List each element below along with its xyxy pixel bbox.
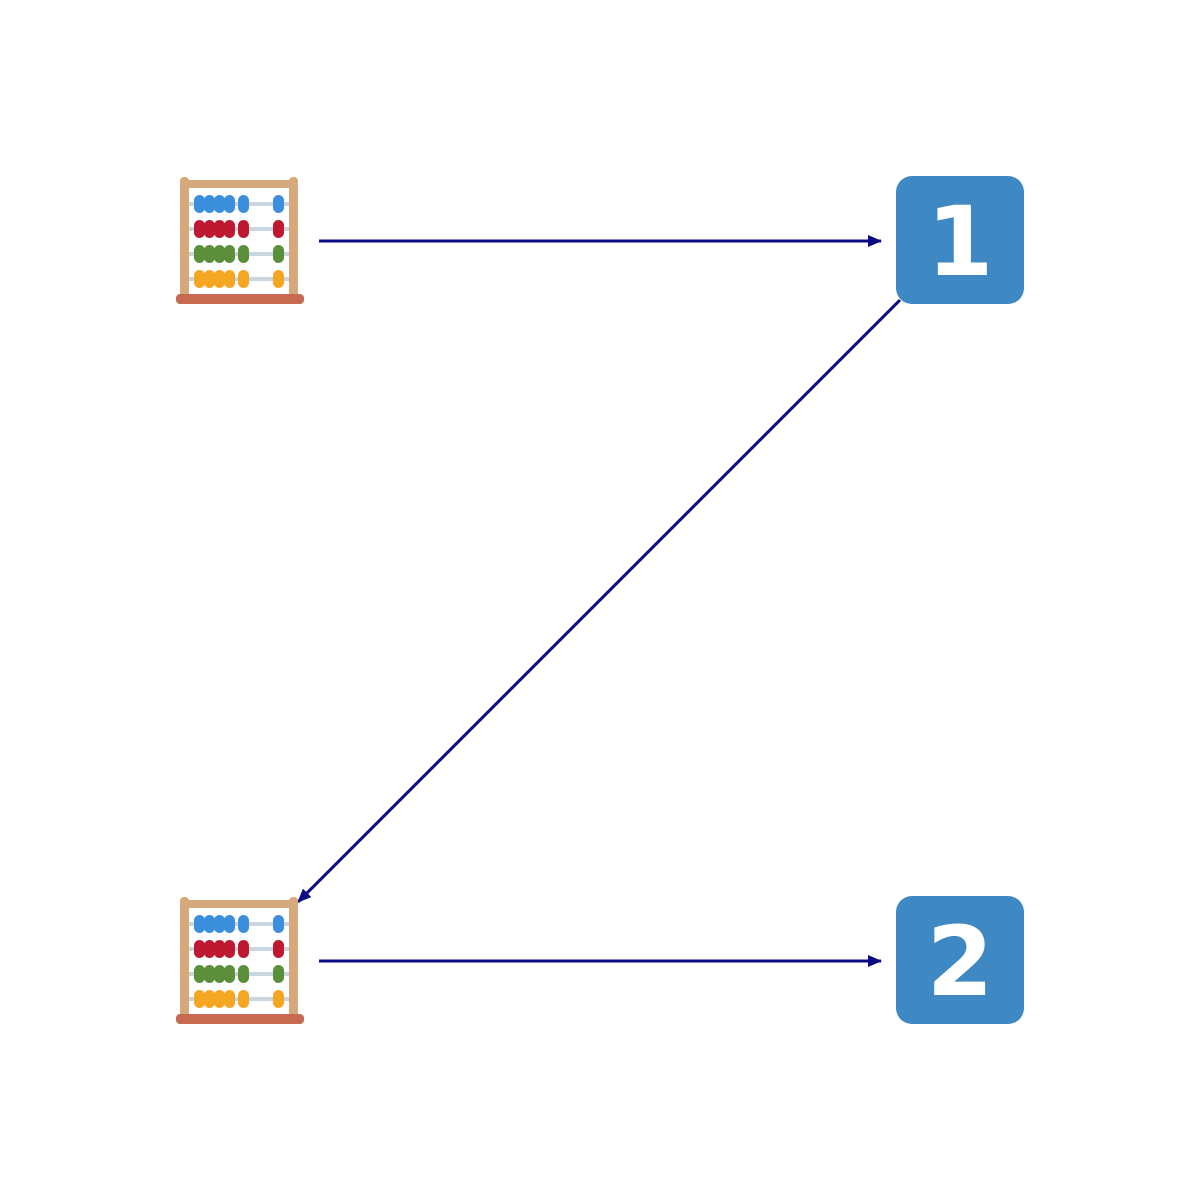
abacus-icon [176, 177, 304, 304]
keycap-2-label: 2 [927, 906, 994, 1018]
abacus-icon [176, 897, 304, 1024]
edge-keycap-1-to-abacus-bottom [296, 298, 902, 904]
keycap-number-icon: 2 [896, 896, 1024, 1024]
keycap-1-label: 1 [927, 186, 994, 298]
keycap-1-background [896, 176, 1024, 304]
keycap-2-background [896, 896, 1024, 1024]
keycap-number-icon: 1 [896, 176, 1024, 304]
